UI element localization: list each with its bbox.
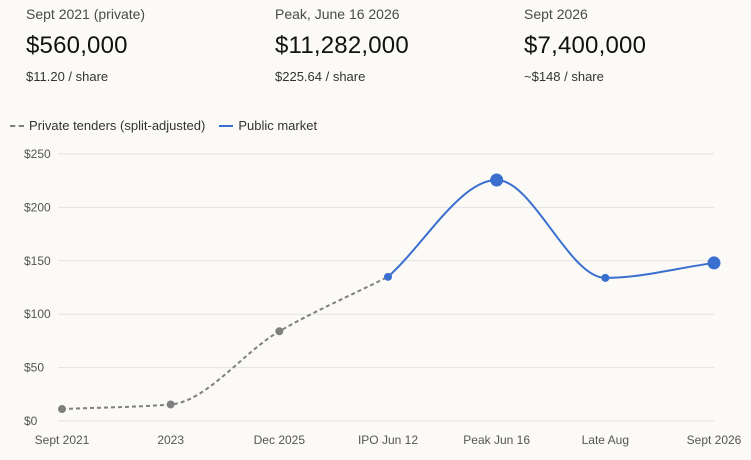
stat-per-share: ~$148 / share [524,69,604,84]
x-tick-label: IPO Jun 12 [358,433,418,447]
y-tick-label: $200 [24,200,51,214]
chart-legend: Private tenders (split-adjusted) Public … [10,118,331,133]
stat-label: Sept 2026 [524,6,588,22]
dashed-line-swatch [10,124,24,127]
x-tick-label: Late Aug [582,433,629,447]
x-tick-label: 2023 [157,433,184,447]
stat-value: $560,000 [26,32,128,59]
private-data-point[interactable] [58,405,66,414]
stat-label: Peak, June 16 2026 [275,6,400,22]
y-tick-label: $100 [24,307,51,321]
legend-label: Private tenders (split-adjusted) [29,118,206,133]
stat-peak: Peak, June 16 2026 $11,282,000 $225.64 /… [275,6,505,85]
x-tick-label: Peak Jun 16 [463,433,530,447]
x-tick-label: Sept 2021 [35,433,90,447]
legend-item-private[interactable]: Private tenders (split-adjusted) [10,118,205,133]
stat-per-share: $225.64 / share [275,69,366,84]
solid-line-swatch [219,124,234,127]
private-data-point[interactable] [166,400,175,409]
legend-item-public[interactable]: Public market [219,118,317,133]
stat-value: $11,282,000 [275,32,409,59]
y-tick-label: $150 [24,254,51,268]
public-market-line [387,179,715,279]
stat-per-share: $11.20 / share [26,69,109,84]
legend-label: Public market [238,118,318,133]
public-data-point[interactable] [707,256,721,270]
stat-sept-2026: Sept 2026 $7,400,000 ~$148 / share [524,6,751,85]
y-tick-label: $50 [24,361,44,375]
x-tick-label: Dec 2025 [254,433,306,447]
public-data-point[interactable] [601,273,610,282]
y-tick-label: $0 [24,414,38,428]
x-tick-label: Sept 2026 [687,433,742,447]
public-data-point[interactable] [490,173,504,187]
private-tenders-line [61,275,389,411]
stat-value: $7,400,000 [524,32,647,59]
private-data-point[interactable] [384,272,392,281]
y-tick-label: $250 [24,147,51,161]
stat-sept-2021: Sept 2021 (private) $560,000 $11.20 / sh… [26,6,256,85]
private-data-point[interactable] [275,327,284,336]
stat-label: Sept 2021 (private) [26,6,146,22]
